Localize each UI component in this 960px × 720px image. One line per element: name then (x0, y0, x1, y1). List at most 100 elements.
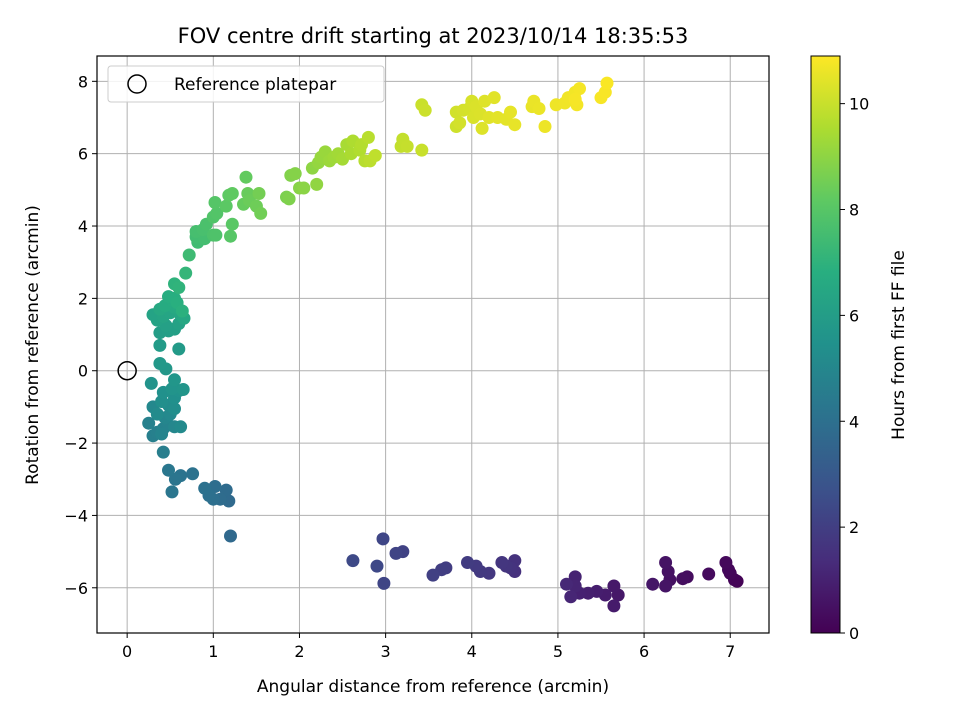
data-point (418, 103, 432, 117)
plot-frame (96, 55, 770, 634)
data-point (209, 228, 223, 242)
colorbar-tick-label: 6 (849, 306, 859, 325)
data-point (165, 485, 179, 499)
data-point (168, 373, 181, 387)
x-tick-label: 0 (122, 642, 132, 661)
data-point (346, 554, 360, 568)
data-point (568, 92, 582, 106)
y-tick-label: 8 (78, 72, 88, 91)
data-point (282, 192, 296, 206)
y-tick-label: 6 (78, 145, 88, 164)
data-point (210, 206, 224, 220)
data-point (361, 130, 375, 144)
legend-box (107, 65, 385, 103)
x-tick-label: 2 (294, 642, 304, 661)
y-tick-label: −2 (64, 434, 88, 453)
data-point (676, 572, 690, 586)
colorbar-tick-label: 10 (849, 95, 869, 114)
data-point (607, 599, 621, 613)
data-point (174, 420, 188, 434)
data-point (224, 529, 237, 543)
legend-entry-reference: Reference platepar (174, 75, 336, 95)
data-points (142, 76, 744, 613)
colorbar-label: Hours from first FF file (889, 250, 909, 440)
data-point (702, 567, 716, 581)
y-tick-label: 2 (78, 289, 88, 308)
y-tick-label: 4 (78, 217, 88, 236)
data-point (538, 120, 552, 133)
data-point (659, 556, 673, 569)
grid (97, 56, 769, 633)
data-point (155, 427, 169, 441)
data-point (568, 570, 582, 584)
x-tick-label: 5 (553, 642, 563, 661)
colorbar-tick-label: 8 (849, 201, 859, 220)
data-point (182, 248, 196, 262)
data-point (377, 576, 391, 590)
colorbar-tick-label: 0 (849, 624, 859, 643)
y-tick-label: −4 (64, 506, 88, 525)
x-tick-label: 1 (208, 642, 218, 661)
data-point (254, 206, 268, 220)
data-point (646, 577, 660, 591)
data-point (504, 105, 517, 119)
data-point (607, 579, 621, 593)
x-axis-label: Angular distance from reference (arcmin) (257, 677, 609, 697)
data-point (297, 181, 311, 195)
data-point (487, 91, 501, 105)
x-tick-label: 7 (725, 642, 735, 661)
data-point (600, 76, 614, 90)
y-axis-ticks: −6 −4 −2 0 2 4 6 8 (64, 72, 97, 598)
data-point (508, 118, 522, 132)
data-point (560, 577, 573, 591)
data-point (142, 416, 156, 430)
data-point (370, 559, 384, 573)
data-point (175, 304, 189, 318)
data-point (153, 357, 167, 370)
data-point (719, 556, 733, 569)
data-point (288, 167, 302, 181)
data-point (426, 568, 440, 582)
data-point (172, 342, 186, 356)
data-point (573, 82, 586, 96)
x-tick-label: 3 (381, 642, 391, 661)
data-point (179, 266, 193, 280)
data-point (172, 281, 186, 294)
data-point (225, 187, 239, 200)
y-axis-label: Rotation from reference (arcmin) (23, 205, 43, 485)
data-point (389, 546, 403, 560)
data-point (368, 149, 382, 162)
x-axis-ticks: 0 1 2 3 4 5 6 7 (122, 633, 735, 661)
colorbar-ticks: 0 2 4 6 8 10 (840, 95, 869, 643)
colorbar-tick-label: 2 (849, 518, 859, 537)
data-point (475, 121, 489, 135)
data-point (239, 170, 253, 184)
data-point (168, 472, 182, 486)
data-point (461, 556, 474, 569)
data-point (376, 532, 390, 546)
x-tick-label: 4 (467, 642, 477, 661)
data-point (162, 463, 175, 477)
data-point (225, 217, 239, 231)
chart-title: FOV centre drift starting at 2023/10/14 … (178, 24, 689, 48)
legend: Reference platepar (107, 65, 385, 103)
data-point (415, 143, 429, 157)
data-point (495, 556, 509, 569)
data-point (400, 139, 414, 153)
x-tick-label: 6 (639, 642, 649, 661)
data-point (310, 177, 324, 191)
data-point (168, 402, 181, 416)
data-point (208, 196, 222, 209)
data-point (144, 376, 158, 390)
data-point (252, 187, 266, 200)
data-point (186, 467, 200, 481)
colorbar-tick-label: 4 (849, 412, 859, 431)
data-point (153, 338, 167, 352)
legend-marker (127, 74, 147, 94)
data-point (219, 199, 233, 213)
data-point (453, 116, 467, 130)
y-tick-label: 0 (78, 362, 88, 381)
data-point (224, 229, 237, 243)
data-point (156, 445, 170, 459)
